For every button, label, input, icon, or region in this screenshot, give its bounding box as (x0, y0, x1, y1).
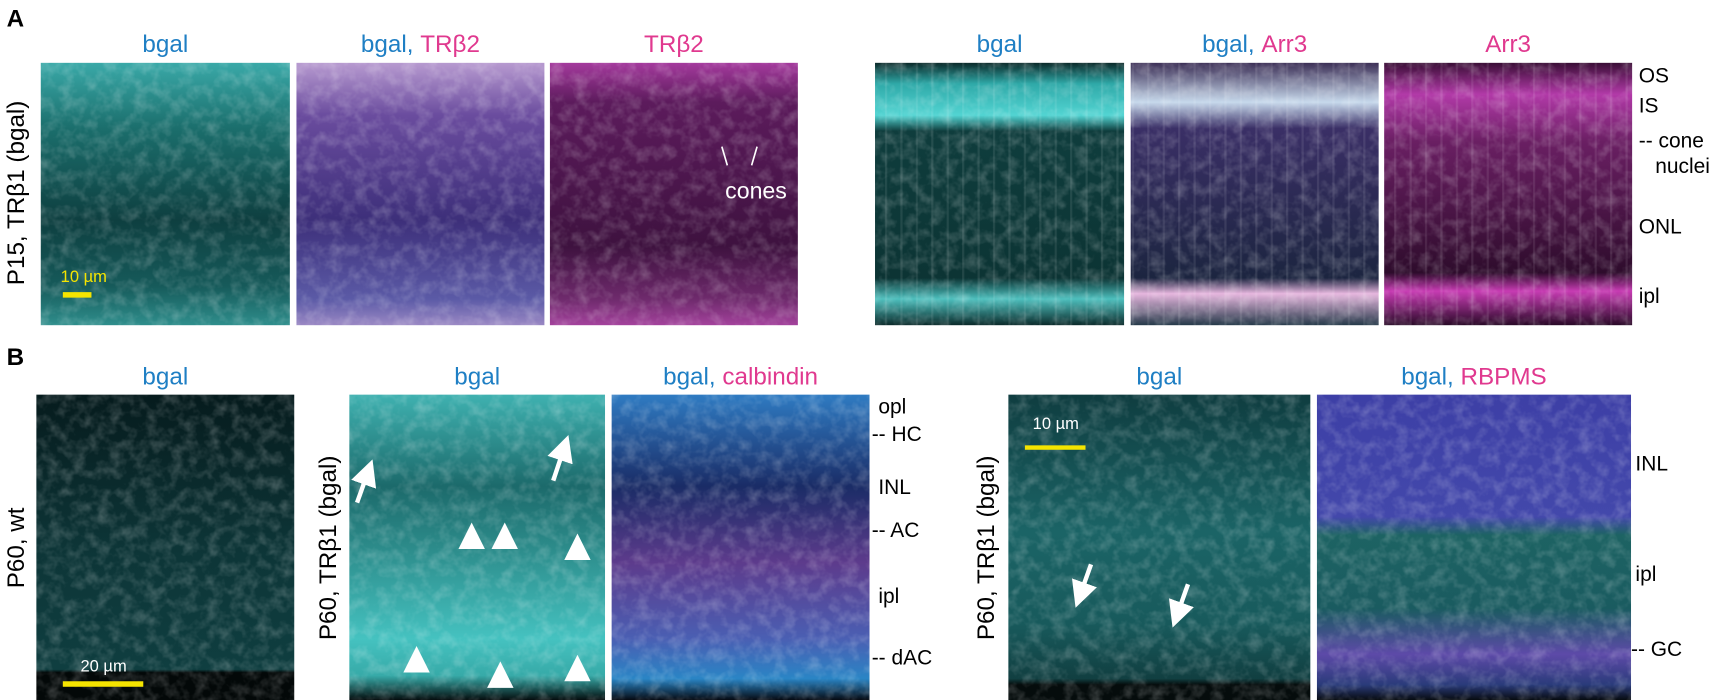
layer-label: ONL (1639, 216, 1682, 239)
panel-texture (1384, 62, 1633, 326)
layer-label: ipl (878, 585, 899, 608)
panel-texture (1316, 394, 1632, 700)
layer-label: ipl (1639, 285, 1660, 308)
layer-label: -- cone (1639, 130, 1704, 153)
panel-title: bgal, calbindin (663, 364, 818, 391)
layer-label: INL (878, 476, 911, 499)
layer-label: INL (1635, 453, 1668, 476)
annotation: cones (725, 177, 787, 203)
panel-texture (40, 62, 290, 326)
title-part: bgal, (1401, 364, 1460, 391)
layer-label: -- dAC (872, 647, 932, 670)
labels: bgal bgal, TRβ2 TRβ2 bgal bgal, Arr3 Arr3bgal… (3, 5, 1710, 675)
title-part: bgal (1136, 364, 1182, 391)
layer-label: opl (878, 395, 906, 418)
layer-label: -- HC (872, 423, 922, 446)
image-panels (36, 62, 1633, 700)
panel-texture (296, 62, 545, 326)
scale-bar-label: 10 µm (61, 267, 107, 286)
panel-title: bgal (142, 364, 188, 391)
title-part: TRβ2 (420, 31, 480, 58)
panel-texture (36, 394, 295, 700)
title-part: bgal, (1202, 31, 1261, 58)
title-part: RBPMS (1461, 364, 1547, 391)
scale-bar-label: 20 µm (80, 656, 126, 675)
side-label: P60, TRβ1 (bgal) (973, 456, 1000, 641)
layer-label: OS (1639, 65, 1669, 88)
side-label: P60, TRβ1 (bgal) (315, 456, 342, 641)
panel-texture (875, 62, 1125, 326)
title-part: bgal, (361, 31, 420, 58)
panel-title: TRβ2 (644, 31, 704, 58)
panel-title: bgal (1136, 364, 1182, 391)
title-part: bgal (142, 31, 188, 58)
title-part: bgal, (663, 364, 722, 391)
panel-letter: B (7, 344, 25, 371)
panel-texture (1008, 394, 1311, 700)
side-label: P15, TRβ1 (bgal) (3, 101, 30, 286)
panel-title: Arr3 (1485, 31, 1531, 58)
layer-label: ipl (1635, 563, 1656, 586)
annotation-marks (62, 146, 1194, 688)
panel-title: bgal, TRβ2 (361, 31, 480, 58)
panel-letter: A (7, 5, 25, 32)
panel-texture (1130, 62, 1379, 326)
layer-label: -- GC (1631, 638, 1682, 661)
layer-label: nuclei (1655, 155, 1710, 178)
title-part: bgal (454, 364, 500, 391)
title-part: calbindin (722, 364, 818, 391)
panel-title: bgal (977, 31, 1023, 58)
panel-title: bgal (454, 364, 500, 391)
title-part: Arr3 (1485, 31, 1531, 58)
title-part: TRβ2 (644, 31, 704, 58)
panel-title: bgal, Arr3 (1202, 31, 1307, 58)
scale-bar-label: 10 µm (1033, 414, 1079, 433)
title-part: bgal (977, 31, 1023, 58)
title-part: bgal (142, 364, 188, 391)
panel-texture (349, 394, 606, 700)
panel-title: bgal (142, 31, 188, 58)
side-label: P60, wt (3, 507, 30, 588)
layer-label: -- AC (872, 519, 920, 542)
panel-texture (549, 62, 798, 326)
panel-texture (611, 394, 870, 700)
panel-title: bgal, RBPMS (1401, 364, 1546, 391)
layer-label: IS (1639, 94, 1659, 117)
title-part: Arr3 (1261, 31, 1307, 58)
